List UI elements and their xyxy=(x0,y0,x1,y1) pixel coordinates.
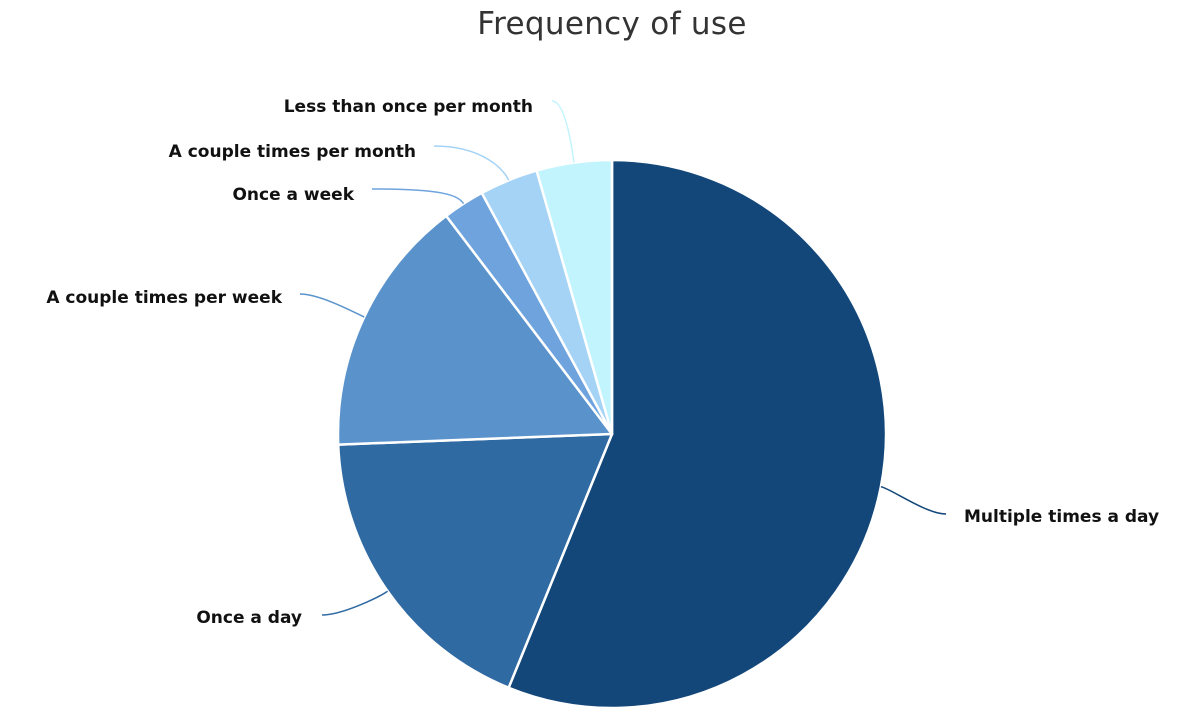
chart-title: Frequency of use xyxy=(477,6,747,42)
pie-slices xyxy=(336,158,888,708)
slice-label-multiple-times-a-day: Multiple times a day xyxy=(964,507,1159,527)
pie-slice-multiple-times-a-day xyxy=(507,158,888,708)
connector-once-a-week xyxy=(371,188,465,205)
connector-once-a-day xyxy=(321,590,389,616)
slice-label-less-than-once-per-month: Less than once per month xyxy=(284,97,533,117)
slice-label-a-couple-times-per-week: A couple times per week xyxy=(46,288,282,308)
connector-a-couple-times-per-month xyxy=(433,145,510,181)
label-connectors xyxy=(299,100,947,616)
connector-less-than-once-per-month xyxy=(551,100,575,163)
slice-label-a-couple-times-per-month: A couple times per month xyxy=(169,142,416,162)
pie-slice-once-a-day xyxy=(336,432,614,689)
connector-multiple-times-a-day xyxy=(880,485,947,515)
slice-label-once-a-week: Once a week xyxy=(232,185,354,205)
slice-label-once-a-day: Once a day xyxy=(196,608,302,628)
slice-labels: Multiple times a day Once a day A couple t… xyxy=(46,97,1159,628)
connector-a-couple-times-per-week xyxy=(299,293,365,318)
